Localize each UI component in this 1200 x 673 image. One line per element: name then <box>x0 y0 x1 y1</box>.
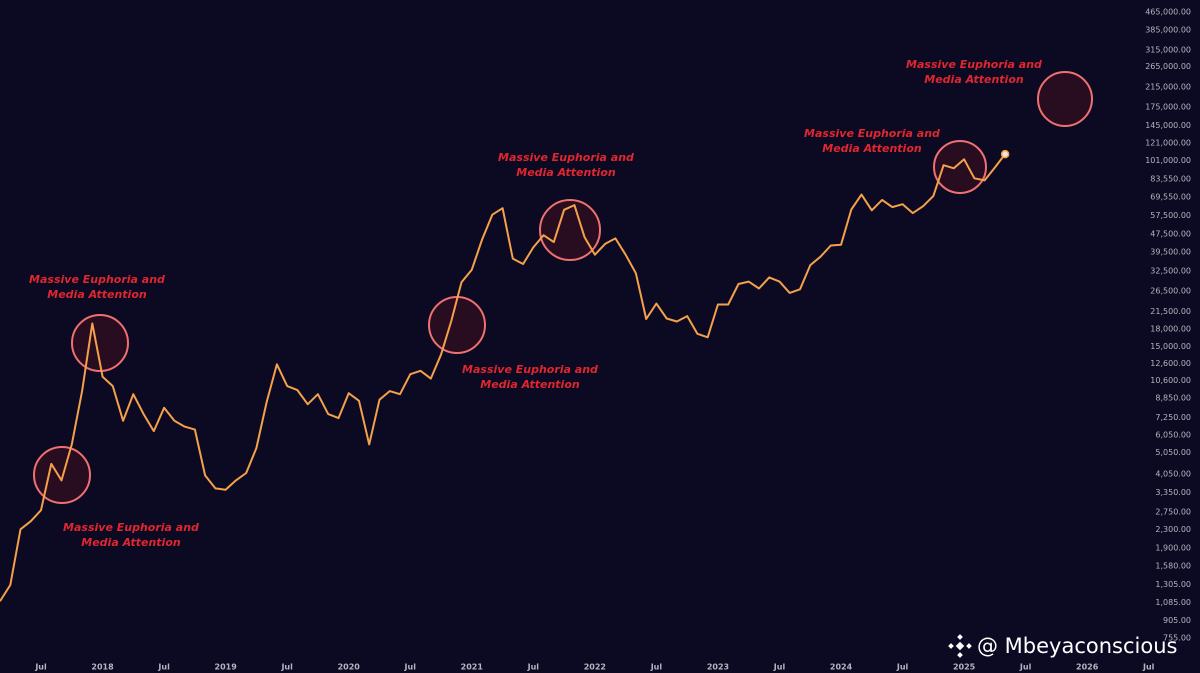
y-tick-label: 7,250.00 <box>1155 413 1191 422</box>
annotation: Media Attention <box>516 166 616 179</box>
highlight-ring <box>539 199 601 261</box>
y-tick-label: 2,300.00 <box>1155 525 1191 534</box>
x-tick-label: Jul <box>650 663 663 672</box>
annotation: Massive Euphoria and <box>63 521 199 534</box>
y-tick-label: 6,050.00 <box>1155 431 1191 440</box>
x-tick-label: Jul <box>404 663 417 672</box>
y-tick-label: 83,550.00 <box>1150 175 1191 184</box>
watermark: @ Mbeyaconscious <box>948 634 1177 658</box>
y-tick-label: 57,500.00 <box>1150 211 1191 220</box>
y-tick-label: 5,050.00 <box>1155 448 1191 457</box>
y-tick-label: 265,000.00 <box>1145 62 1191 71</box>
annotation: Media Attention <box>822 142 922 155</box>
y-tick-label: 3,350.00 <box>1155 488 1191 497</box>
y-tick-label: 32,500.00 <box>1150 267 1191 276</box>
plot <box>0 149 1010 602</box>
y-tick-label: 21,500.00 <box>1150 307 1191 316</box>
highlight-ring <box>1037 71 1093 127</box>
y-tick-label: 121,000.00 <box>1145 139 1191 148</box>
y-tick-label: 1,305.00 <box>1155 580 1191 589</box>
y-tick-label: 385,000.00 <box>1145 26 1191 35</box>
annotation: Massive Euphoria and <box>29 273 165 286</box>
x-tick-label: Jul <box>34 663 47 672</box>
y-tick-label: 145,000.00 <box>1145 121 1191 130</box>
y-tick-label: 215,000.00 <box>1145 83 1191 92</box>
y-tick-label: 755.00 <box>1163 633 1191 642</box>
y-tick-label: 2,750.00 <box>1155 507 1191 516</box>
y-tick-label: 69,550.00 <box>1150 193 1191 202</box>
annotation: Massive Euphoria and <box>906 58 1042 71</box>
y-tick-label: 15,000.00 <box>1150 342 1191 351</box>
y-tick-label: 39,500.00 <box>1150 248 1191 257</box>
annotation: Media Attention <box>81 536 181 549</box>
x-tick-label: Jul <box>1142 663 1155 672</box>
x-tick-label: Jul <box>896 663 909 672</box>
x-tick-label: Jul <box>773 663 786 672</box>
y-tick-label: 465,000.00 <box>1145 7 1191 16</box>
last-price-dot <box>1000 149 1010 159</box>
x-tick-label: 2025 <box>953 663 976 672</box>
highlight-ring <box>933 140 987 194</box>
y-tick-label: 905.00 <box>1163 616 1191 625</box>
x-tick-label: 2018 <box>91 663 114 672</box>
annotation: Massive Euphoria and <box>804 127 940 140</box>
annotation: Massive Euphoria and <box>498 151 634 164</box>
price-line <box>0 153 1006 602</box>
annotation: Media Attention <box>47 288 147 301</box>
y-tick-label: 1,900.00 <box>1155 543 1191 552</box>
y-tick-label: 1,580.00 <box>1155 561 1191 570</box>
x-tick-label: 2020 <box>338 663 361 672</box>
annotation: Massive Euphoria and <box>462 363 598 376</box>
y-tick-label: 10,600.00 <box>1150 376 1191 385</box>
x-tick-label: Jul <box>157 663 170 672</box>
x-tick-label: 2019 <box>215 663 238 672</box>
y-tick-label: 26,500.00 <box>1150 287 1191 296</box>
y-tick-label: 47,500.00 <box>1150 230 1191 239</box>
y-tick-label: 315,000.00 <box>1145 45 1191 54</box>
annotation: Media Attention <box>480 378 580 391</box>
x-tick-label: 2024 <box>830 663 853 672</box>
y-tick-label: 175,000.00 <box>1145 103 1191 112</box>
x-tick-label: 2023 <box>707 663 729 672</box>
x-tick-label: Jul <box>280 663 293 672</box>
annotations: Massive Euphoria and Media Attention Mas… <box>29 58 1042 549</box>
y-tick-label: 12,600.00 <box>1150 359 1191 368</box>
x-tick-label: 2022 <box>584 663 606 672</box>
y-tick-label: 1,085.00 <box>1155 598 1191 607</box>
highlight-ring <box>33 446 91 504</box>
y-tick-label: 101,000.00 <box>1145 156 1191 165</box>
x-tick-label: Jul <box>527 663 540 672</box>
highlight-ring <box>428 296 486 354</box>
x-tick-label: 2021 <box>461 663 484 672</box>
y-tick-label: 8,850.00 <box>1155 393 1191 402</box>
y-tick-label: 18,000.00 <box>1150 324 1191 333</box>
x-tick-label: Jul <box>1019 663 1032 672</box>
watermark-text: @ Mbeyaconscious <box>977 634 1177 658</box>
annotation: Media Attention <box>924 73 1024 86</box>
y-tick-label: 4,050.00 <box>1155 470 1191 479</box>
highlight-ring <box>71 314 129 372</box>
highlight-rings <box>33 71 1093 504</box>
x-tick-label: 2026 <box>1076 663 1099 672</box>
